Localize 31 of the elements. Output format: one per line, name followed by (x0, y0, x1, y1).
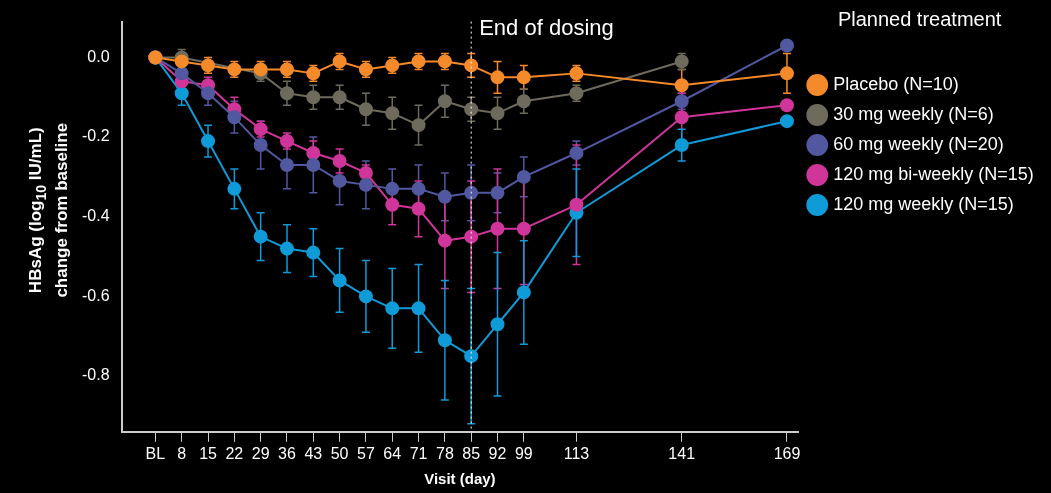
x-tick-label: 29 (251, 444, 270, 462)
x-tick-label: 22 (225, 444, 244, 462)
x-tick-label: 169 (773, 444, 801, 462)
x-tick-label: 71 (409, 444, 428, 462)
x-tick-label: 78 (435, 444, 454, 462)
x-tick-label: 85 (462, 444, 481, 462)
x-tick-label: 43 (304, 444, 323, 462)
x-tick-label: 64 (383, 444, 402, 462)
y-tick-label: 0.0 (87, 47, 110, 65)
legend-title: Planned treatment (837, 7, 1002, 30)
y-tick-label: -0.8 (81, 366, 110, 384)
y-tick-label: -0.2 (81, 127, 110, 145)
x-tick-label: 141 (668, 444, 696, 462)
x-tick-label: 50 (330, 444, 349, 462)
y-tick-label: -0.4 (81, 207, 110, 225)
x-tick-label: 15 (199, 444, 218, 462)
legend-label: 120 mg weekly (N=15) (833, 193, 1014, 214)
legend-label: 120 mg bi-weekly (N=15) (833, 163, 1034, 184)
x-tick-label: 113 (563, 444, 590, 462)
y-tick-label: -0.6 (81, 286, 110, 304)
x-tick-label: 36 (278, 444, 296, 462)
legend-label: 30 mg weekly (N=6) (833, 103, 994, 124)
x-tick-label: 99 (514, 444, 533, 462)
legend-label: Placebo (N=10) (833, 73, 959, 94)
ref-line-label: End of dosing (479, 14, 614, 40)
x-tick-label: BL (145, 444, 166, 462)
x-tick-label: 8 (177, 444, 187, 462)
x-tick-label: 92 (488, 444, 507, 462)
x-axis-title: Visit (day) (424, 470, 496, 488)
x-tick-label: 57 (357, 444, 375, 462)
legend-label: 60 mg weekly (N=20) (833, 133, 1004, 154)
